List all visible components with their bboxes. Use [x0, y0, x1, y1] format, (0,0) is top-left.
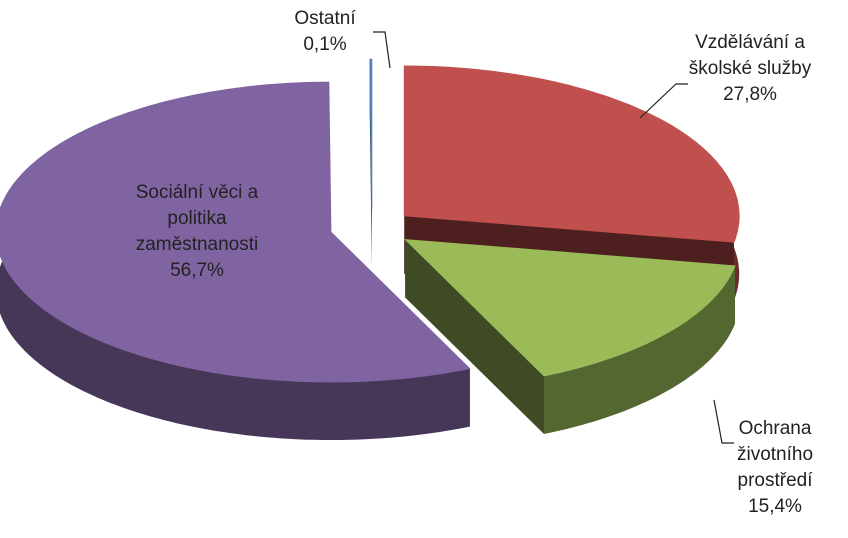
category-label: Sociální věci a politika zaměstnanosti	[135, 182, 259, 255]
value-label: 27,8%	[723, 84, 777, 105]
value-label: 0,1%	[303, 34, 347, 55]
leader-line	[373, 31, 391, 69]
slice-label: Sociální věci a politika zaměstnanosti 5…	[92, 180, 302, 284]
slice	[369, 58, 373, 210]
category-label: Vzdělávání a školské služby	[688, 32, 812, 79]
category-label: Ostatní	[294, 8, 356, 29]
category-label: Ochrana životního prostředí	[736, 418, 814, 491]
slice-wall	[405, 239, 544, 434]
value-label: 56,7%	[170, 260, 224, 281]
slice	[404, 239, 736, 377]
leader-line	[639, 83, 688, 119]
slice-label: Ochrana životního prostředí 15,4%	[700, 416, 848, 520]
value-label: 15,4%	[748, 496, 802, 517]
leader-line	[713, 399, 734, 444]
slice-label: Ostatní 0,1%	[270, 6, 380, 58]
slice	[403, 65, 740, 243]
slice-side	[544, 265, 735, 434]
slice	[0, 81, 471, 383]
pie	[0, 58, 740, 440]
slice-label: Vzdělávání a školské služby 27,8%	[630, 30, 848, 108]
